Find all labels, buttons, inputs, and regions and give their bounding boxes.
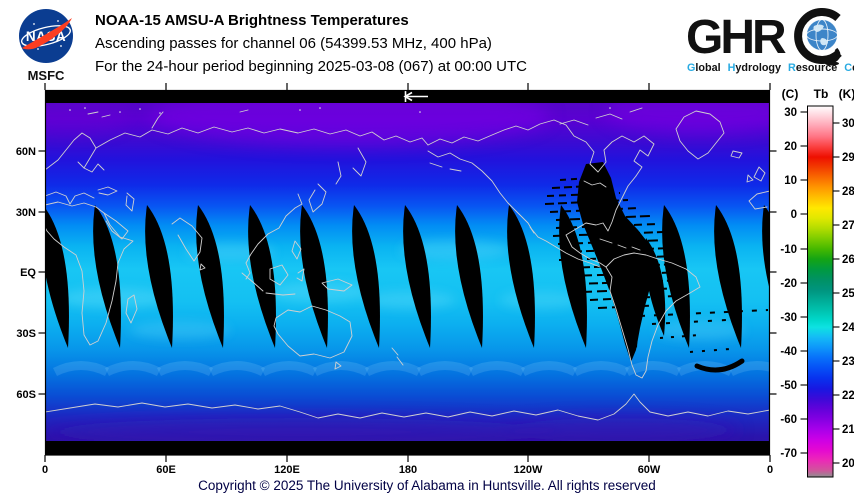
- svg-text:30: 30: [784, 107, 797, 119]
- svg-text:-40: -40: [780, 346, 797, 358]
- page-title: NOAA-15 AMSU-A Brightness Temperatures: [95, 12, 409, 29]
- svg-text:260: 260: [842, 254, 854, 266]
- svg-text:-70: -70: [780, 448, 797, 460]
- nasa-msfc-logo: NASA MSFC: [19, 9, 73, 83]
- colorbar-celsius-labels: 30 20 10 0 -10 -20 -30 -40 -50 -60 -70: [780, 107, 797, 460]
- colorbar-unit-tb: Tb: [814, 87, 829, 101]
- svg-text:240: 240: [842, 322, 854, 334]
- page-subtitle-channel: Ascending passes for channel 06 (54399.5…: [95, 35, 492, 52]
- ghrc-letter-c: [794, 8, 842, 64]
- svg-text:300: 300: [842, 118, 854, 130]
- x-tick-label: 60W: [638, 464, 661, 476]
- missing-scan-arc: [694, 358, 745, 373]
- map-plot-area: [45, 90, 770, 455]
- colorbar: (C) Tb (K) 30 20 1: [780, 87, 854, 478]
- svg-text:250: 250: [842, 288, 854, 300]
- svg-text:-10: -10: [780, 244, 797, 256]
- south-polar-no-data-band: [45, 441, 770, 455]
- colorbar-frame: [807, 105, 834, 478]
- swath-scallop-arcs: [52, 361, 770, 377]
- page-subtitle-period: For the 24-hour period beginning 2025-03…: [95, 58, 527, 75]
- msfc-label: MSFC: [28, 68, 65, 83]
- svg-text:270: 270: [842, 220, 854, 232]
- svg-text:200: 200: [842, 458, 854, 470]
- title-block: NOAA-15 AMSU-A Brightness Temperatures A…: [95, 9, 527, 78]
- x-axis-labels: 0 60E 120E 180 120W 60W 0: [42, 464, 773, 476]
- svg-text:10: 10: [784, 175, 797, 187]
- svg-text:230: 230: [842, 356, 854, 368]
- svg-text:280: 280: [842, 186, 854, 198]
- coastlines: [45, 107, 770, 421]
- colorbar-unit-kelvin: (K): [839, 87, 854, 101]
- nasa-red-swoosh: [22, 18, 72, 50]
- copyright-notice: Copyright © 2025 The University of Alaba…: [198, 478, 656, 493]
- x-tick-label: 180: [399, 464, 417, 476]
- svg-text:20: 20: [784, 141, 797, 153]
- x-tick-label: 60E: [156, 464, 176, 476]
- orbit-start-arrow-icon: [403, 91, 428, 102]
- arctic-ice-specks: [69, 107, 611, 114]
- ghrc-globe-land: [813, 24, 828, 46]
- colorbar-unit-celsius: (C): [782, 87, 799, 101]
- nasa-orbit-ellipse: [21, 25, 71, 47]
- x-tick-label: 0: [42, 464, 48, 476]
- y-axis-labels: 60N 30N EQ 30S 60S: [16, 146, 37, 401]
- y-tick-label: 60N: [16, 146, 36, 158]
- colorbar-ticks: [800, 111, 840, 464]
- axis-ticks: [38, 83, 777, 462]
- svg-text:290: 290: [842, 152, 854, 164]
- svg-text:210: 210: [842, 424, 854, 436]
- nasa-logo-stars: [33, 20, 62, 50]
- ghrc-globe-base: [825, 61, 839, 66]
- y-tick-label: EQ: [20, 267, 36, 279]
- y-tick-label: 60S: [16, 389, 36, 401]
- svg-text:-50: -50: [780, 380, 797, 392]
- y-tick-label: 30N: [16, 207, 36, 219]
- svg-text:-60: -60: [780, 414, 797, 426]
- x-tick-label: 0: [767, 464, 773, 476]
- x-tick-label: 120W: [514, 464, 543, 476]
- ghrc-tagline: Global Hydrology Resource Center: [687, 62, 854, 74]
- colorbar-gradient: [808, 106, 833, 477]
- scan-line-dropouts: [544, 176, 769, 353]
- svg-text:-30: -30: [780, 312, 797, 324]
- missing-data-region: [544, 162, 769, 373]
- x-tick-label: 120E: [274, 464, 300, 476]
- ghrc-logo: GHR Global Hydrology Resource Center: [686, 8, 854, 74]
- svg-text:0: 0: [791, 209, 797, 221]
- ghrc-acronym-ghr: GHR: [686, 11, 786, 64]
- svg-text:220: 220: [842, 390, 854, 402]
- y-tick-label: 30S: [16, 328, 36, 340]
- svg-text:-20: -20: [780, 278, 797, 290]
- colorbar-kelvin-labels: 300 290 280 270 260 250 240 230 220 210 …: [842, 118, 854, 470]
- ghrc-globe-stand: [831, 47, 841, 64]
